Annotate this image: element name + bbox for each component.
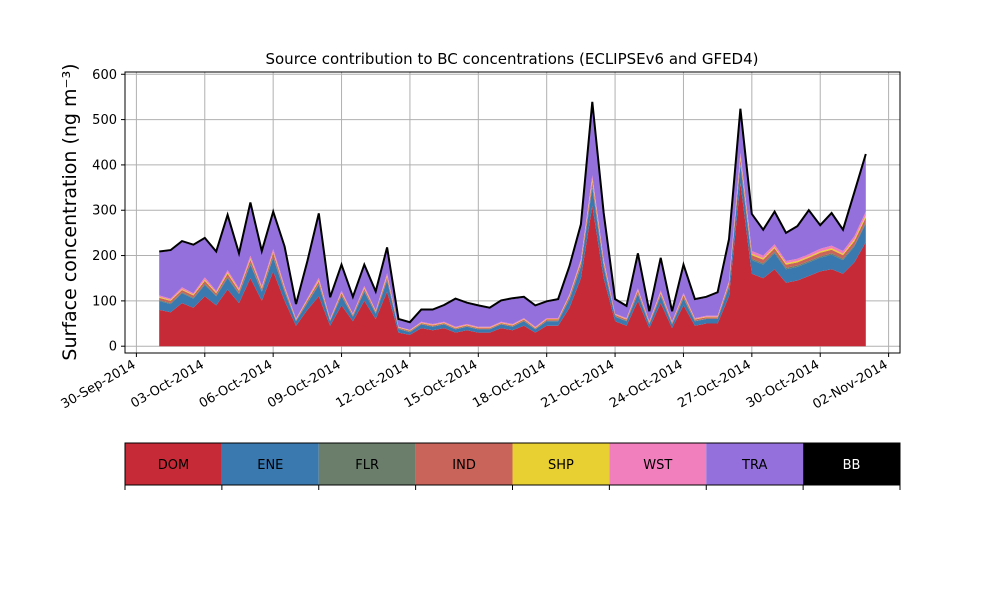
legend-label-wst: WST — [643, 458, 672, 473]
y-tick-label: 100 — [92, 294, 117, 309]
y-axis: 0 100 200 300 400 500 600 — [92, 68, 125, 355]
x-tick-label: 12-Oct-2014 — [334, 357, 412, 411]
legend-label-dom: DOM — [158, 458, 189, 473]
x-tick-label: 21-Oct-2014 — [539, 357, 617, 411]
x-tick-label: 30-Sep-2014 — [59, 357, 139, 412]
legend-label-ene: ENE — [257, 458, 283, 473]
chart-title: Source contribution to BC concentrations… — [265, 50, 758, 68]
x-axis: 30-Sep-201403-Oct-201406-Oct-201409-Oct-… — [59, 353, 891, 412]
legend-colorbar: DOM ENE FLR IND SHP WST TRA BB — [124, 442, 901, 490]
y-tick-label: 400 — [92, 158, 117, 173]
x-tick-label: 27-Oct-2014 — [675, 357, 753, 411]
legend-swatch-flr — [318, 443, 416, 485]
axes-frame — [124, 71, 901, 354]
x-tick-label: 02-Nov-2014 — [810, 357, 890, 412]
y-tick-label: 0 — [109, 340, 117, 355]
y-tick-label: 500 — [92, 113, 117, 128]
x-tick-label: 06-Oct-2014 — [197, 357, 275, 411]
y-tick-label: 300 — [92, 204, 117, 219]
legend-label-bb: BB — [843, 458, 861, 473]
x-tick-label: 24-Oct-2014 — [607, 357, 685, 411]
y-tick-label: 200 — [92, 249, 117, 264]
plot-frame — [124, 71, 901, 354]
legend-label-flr: FLR — [355, 458, 379, 473]
x-tick-label: 09-Oct-2014 — [265, 357, 343, 411]
legend-swatch-ene — [221, 443, 319, 485]
legend-swatch-shp — [512, 443, 610, 485]
x-tick-label: 03-Oct-2014 — [128, 357, 206, 411]
legend-label-ind: IND — [452, 458, 476, 473]
y-tick-label: 600 — [92, 68, 117, 83]
legend-swatch-tra — [706, 443, 804, 485]
stacked-areas — [159, 101, 867, 347]
y-axis-label: Surface concentration (ng m⁻³) — [59, 63, 81, 360]
x-tick-label: 30-Oct-2014 — [744, 357, 822, 411]
legend-label-tra: TRA — [741, 458, 767, 473]
series-area-dom — [159, 183, 866, 347]
legend-swatch-wst — [609, 443, 707, 485]
x-tick-label: 18-Oct-2014 — [470, 357, 548, 411]
legend-swatch-dom — [125, 443, 222, 485]
legend-swatch-bb — [803, 443, 900, 485]
series-area-bb — [159, 101, 867, 324]
legend-label-shp: SHP — [548, 458, 574, 473]
x-tick-label: 15-Oct-2014 — [402, 357, 480, 411]
legend-swatch-ind — [415, 443, 513, 485]
